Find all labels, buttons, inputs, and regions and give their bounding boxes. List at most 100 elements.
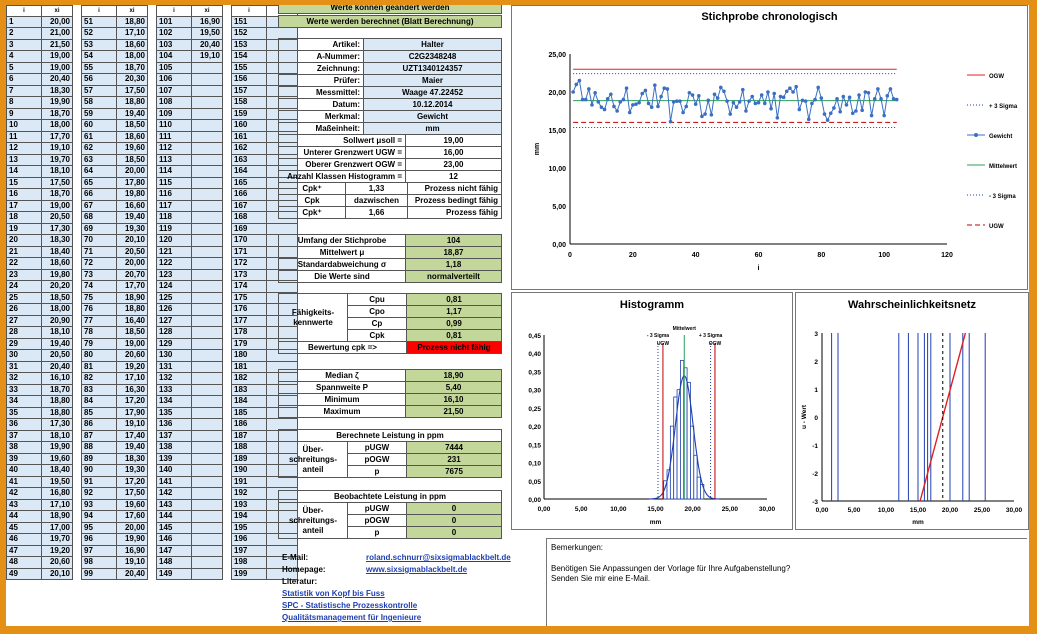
value-cell[interactable] <box>191 533 223 546</box>
value-cell[interactable]: 17,40 <box>116 429 148 442</box>
value-cell[interactable] <box>191 188 223 201</box>
value-cell[interactable] <box>191 406 223 419</box>
value-cell[interactable] <box>191 130 223 143</box>
value-cell[interactable]: 18,80 <box>116 15 148 28</box>
value-cell[interactable]: 18,50 <box>116 119 148 132</box>
value-cell[interactable]: 17,20 <box>116 475 148 488</box>
value-cell[interactable]: 20,90 <box>41 314 73 327</box>
value-cell[interactable]: 20,50 <box>41 211 73 224</box>
value-cell[interactable] <box>191 498 223 511</box>
value-cell[interactable]: 17,30 <box>41 418 73 431</box>
value-cell[interactable] <box>191 303 223 316</box>
value-cell[interactable]: 18,70 <box>41 188 73 201</box>
value-cell[interactable]: 20,10 <box>41 567 73 580</box>
value-cell[interactable]: 18,60 <box>116 38 148 51</box>
value-cell[interactable]: 18,10 <box>41 165 73 178</box>
value-cell[interactable]: 20,00 <box>116 165 148 178</box>
value-cell[interactable]: 18,30 <box>41 84 73 97</box>
limit-value[interactable]: 16,00 <box>405 146 502 159</box>
value-cell[interactable]: 19,20 <box>41 544 73 557</box>
value-cell[interactable]: 20,40 <box>41 360 73 373</box>
value-cell[interactable]: 18,90 <box>116 291 148 304</box>
value-cell[interactable]: 18,00 <box>41 119 73 132</box>
value-cell[interactable]: 20,70 <box>116 268 148 281</box>
value-cell[interactable] <box>191 61 223 74</box>
value-cell[interactable] <box>191 326 223 339</box>
value-cell[interactable] <box>191 291 223 304</box>
value-cell[interactable]: 17,30 <box>41 222 73 235</box>
value-cell[interactable]: 18,50 <box>116 326 148 339</box>
literature-link-1[interactable]: Statistik von Kopf bis Fuss <box>282 589 385 598</box>
value-cell[interactable] <box>191 234 223 247</box>
info-value[interactable]: C2G2348248 <box>363 50 502 63</box>
value-cell[interactable]: 18,40 <box>41 464 73 477</box>
value-cell[interactable]: 17,60 <box>116 510 148 523</box>
value-cell[interactable]: 20,40 <box>116 567 148 580</box>
info-value[interactable]: Waage 47.22452 <box>363 86 502 99</box>
value-cell[interactable] <box>191 395 223 408</box>
value-cell[interactable] <box>191 464 223 477</box>
value-cell[interactable] <box>191 349 223 362</box>
value-cell[interactable]: 20,60 <box>41 556 73 569</box>
value-cell[interactable]: 17,50 <box>116 487 148 500</box>
value-cell[interactable] <box>191 383 223 396</box>
value-cell[interactable]: 19,60 <box>116 498 148 511</box>
value-cell[interactable] <box>191 510 223 523</box>
value-cell[interactable]: 17,10 <box>116 372 148 385</box>
value-cell[interactable]: 17,50 <box>41 176 73 189</box>
value-cell[interactable]: 19,70 <box>41 533 73 546</box>
value-cell[interactable]: 20,40 <box>41 73 73 86</box>
value-cell[interactable] <box>266 556 298 569</box>
value-cell[interactable] <box>191 84 223 97</box>
value-cell[interactable]: 16,60 <box>116 199 148 212</box>
value-cell[interactable]: 18,50 <box>116 153 148 166</box>
value-cell[interactable]: 19,00 <box>41 50 73 63</box>
value-cell[interactable] <box>191 199 223 212</box>
value-cell[interactable]: 19,10 <box>116 556 148 569</box>
value-cell[interactable]: 19,10 <box>191 50 223 63</box>
value-cell[interactable]: 20,40 <box>191 38 223 51</box>
value-cell[interactable] <box>266 544 298 557</box>
value-cell[interactable] <box>191 280 223 293</box>
value-cell[interactable]: 18,70 <box>41 383 73 396</box>
value-cell[interactable]: 17,00 <box>41 521 73 534</box>
value-cell[interactable]: 19,30 <box>116 222 148 235</box>
value-cell[interactable]: 18,90 <box>41 510 73 523</box>
value-cell[interactable]: 19,40 <box>41 337 73 350</box>
literature-link-3[interactable]: Qualitätsmanagement für Ingenieure <box>282 613 422 622</box>
value-cell[interactable]: 18,00 <box>41 303 73 316</box>
value-cell[interactable]: 19,60 <box>41 452 73 465</box>
value-cell[interactable] <box>191 567 223 580</box>
value-cell[interactable] <box>191 475 223 488</box>
value-cell[interactable] <box>191 222 223 235</box>
value-cell[interactable] <box>191 153 223 166</box>
value-cell[interactable]: 20,10 <box>116 234 148 247</box>
value-cell[interactable] <box>191 268 223 281</box>
value-cell[interactable]: 17,20 <box>116 395 148 408</box>
value-cell[interactable]: 19,30 <box>116 464 148 477</box>
value-cell[interactable] <box>191 73 223 86</box>
value-cell[interactable]: 19,90 <box>41 96 73 109</box>
value-cell[interactable] <box>191 452 223 465</box>
value-cell[interactable]: 18,60 <box>41 257 73 270</box>
value-cell[interactable]: 17,70 <box>41 130 73 143</box>
value-cell[interactable] <box>191 142 223 155</box>
value-cell[interactable]: 16,10 <box>41 372 73 385</box>
value-cell[interactable]: 18,50 <box>41 291 73 304</box>
value-cell[interactable]: 19,80 <box>116 188 148 201</box>
value-cell[interactable] <box>191 257 223 270</box>
value-cell[interactable]: 16,90 <box>116 544 148 557</box>
info-value[interactable]: mm <box>363 122 502 135</box>
value-cell[interactable]: 18,10 <box>41 429 73 442</box>
value-cell[interactable]: 20,20 <box>41 280 73 293</box>
value-cell[interactable]: 19,00 <box>116 337 148 350</box>
value-cell[interactable] <box>191 245 223 258</box>
value-cell[interactable] <box>191 441 223 454</box>
value-cell[interactable]: 18,80 <box>41 406 73 419</box>
value-cell[interactable] <box>191 487 223 500</box>
value-cell[interactable] <box>191 314 223 327</box>
value-cell[interactable]: 16,30 <box>116 383 148 396</box>
info-value[interactable]: UZT1340124357 <box>363 62 502 75</box>
info-value[interactable]: Maier <box>363 74 502 87</box>
remarks-box[interactable]: Bemerkungen: Benötigen Sie Anpassungen d… <box>546 538 1027 626</box>
